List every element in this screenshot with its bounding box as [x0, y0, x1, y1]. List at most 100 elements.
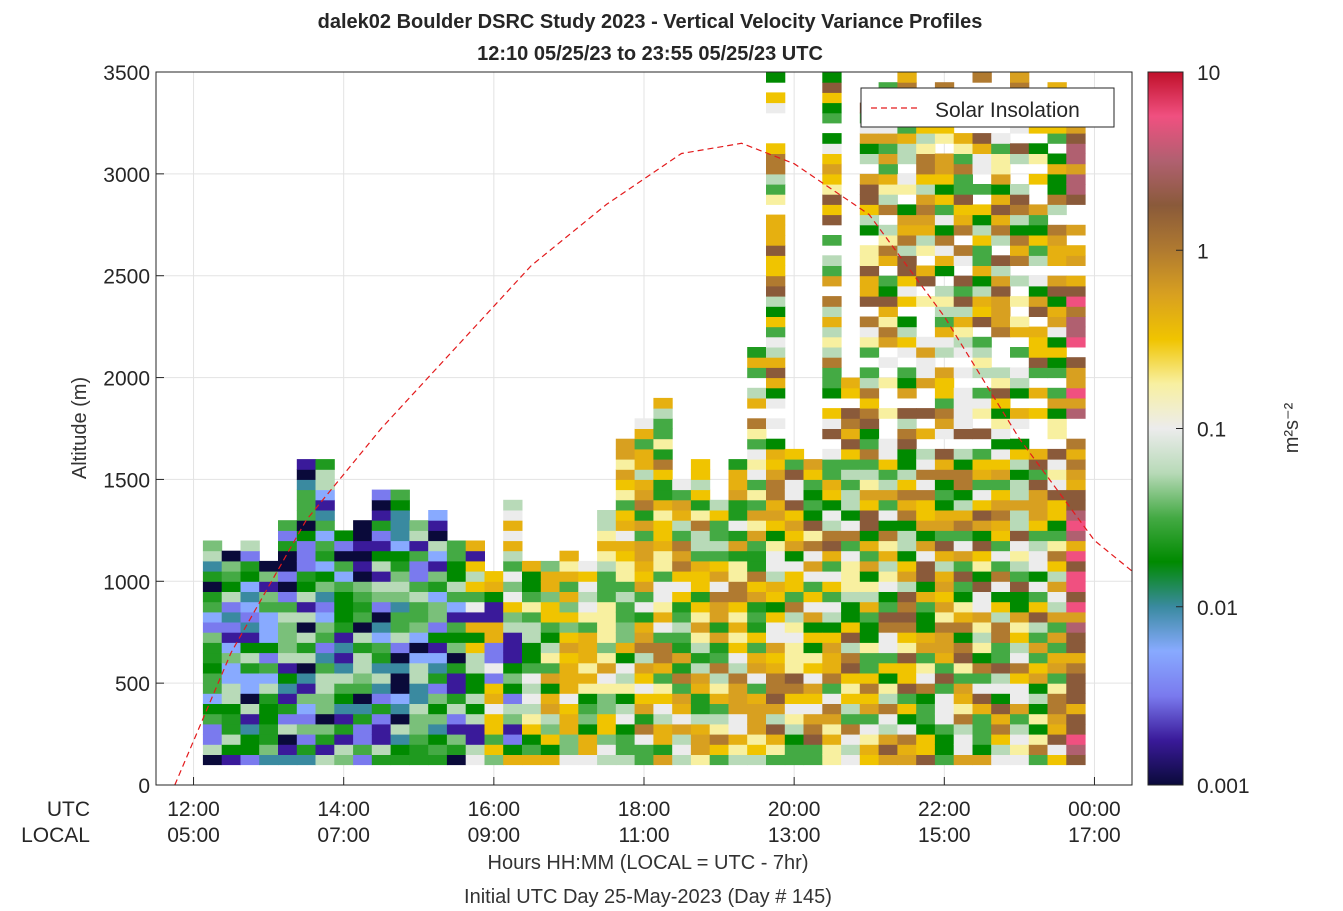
colorbar-tick-label: 10 — [1197, 62, 1220, 85]
heatmap-cell — [1010, 275, 1030, 287]
heatmap-cell — [953, 255, 973, 266]
heatmap-cell — [484, 601, 504, 613]
heatmap-cell — [972, 245, 992, 256]
heatmap-cell — [953, 285, 973, 297]
heatmap-cell — [916, 581, 936, 592]
heatmap-cell — [334, 530, 354, 542]
heatmap-cell — [540, 693, 561, 704]
heatmap-cell — [1028, 581, 1049, 592]
heatmap-cell — [822, 377, 842, 389]
heatmap-cell — [371, 530, 392, 542]
heatmap-cell — [953, 173, 973, 185]
x-tick-label-utc: 20:00 — [768, 798, 821, 821]
heatmap-cell — [916, 367, 936, 379]
heatmap-cell — [728, 499, 748, 511]
heatmap-cell — [296, 662, 317, 674]
heatmap-cell — [953, 214, 973, 226]
heatmap-cell — [1010, 520, 1030, 531]
heatmap-cell — [202, 662, 223, 674]
heatmap-cell — [634, 662, 654, 674]
heatmap-cell — [615, 642, 636, 654]
heatmap-cell — [972, 275, 992, 287]
heatmap-cell — [953, 133, 973, 144]
heatmap-cell — [597, 571, 617, 582]
heatmap-cell — [1066, 255, 1086, 266]
heatmap-cell — [766, 316, 786, 328]
heatmap-cell — [672, 510, 692, 521]
heatmap-cell — [1028, 143, 1049, 154]
heatmap-cell — [878, 550, 898, 562]
heatmap-cell — [615, 754, 636, 766]
heatmap-cell — [859, 683, 880, 694]
heatmap-cell — [1047, 296, 1067, 307]
heatmap-cell — [859, 122, 880, 134]
heatmap-cell — [766, 744, 786, 755]
heatmap-cell — [766, 520, 786, 531]
heatmap-cell — [615, 510, 636, 521]
heatmap-cell — [728, 683, 748, 694]
heatmap-cell — [540, 673, 561, 684]
heatmap-cell — [822, 591, 842, 603]
heatmap-cell — [240, 581, 260, 592]
heatmap-cell — [559, 703, 579, 715]
heatmap-cell — [897, 316, 917, 328]
heatmap-cell — [784, 673, 805, 684]
heatmap-cell — [484, 703, 504, 715]
heatmap-cell — [315, 734, 335, 745]
heatmap-cell — [897, 143, 917, 154]
heatmap-cell — [653, 479, 673, 491]
heatmap-cell — [878, 326, 898, 338]
heatmap-cell — [934, 224, 955, 236]
heatmap-cell — [578, 734, 598, 745]
heatmap-cell — [315, 693, 335, 704]
heatmap-cell — [1028, 662, 1049, 674]
heatmap-cell — [672, 642, 692, 654]
heatmap-cell — [672, 673, 692, 684]
heatmap-cell — [991, 652, 1011, 664]
heatmap-cell — [766, 754, 786, 766]
heatmap-cell — [503, 540, 523, 552]
heatmap-cell — [428, 530, 448, 542]
heatmap-cell — [784, 683, 805, 694]
heatmap-cell — [728, 713, 748, 725]
heatmap-cell — [859, 438, 880, 450]
heatmap-cell — [822, 662, 842, 674]
heatmap-cell — [540, 560, 561, 572]
heatmap-cell — [522, 703, 542, 715]
heatmap-cell — [766, 571, 786, 582]
heatmap-cell — [634, 581, 654, 592]
heatmap-cell — [484, 632, 504, 643]
heatmap-cell — [296, 499, 317, 511]
heatmap-cell — [953, 642, 973, 654]
heatmap-cell — [747, 347, 767, 358]
heatmap-cell — [991, 540, 1011, 552]
heatmap-cell — [709, 601, 729, 613]
heatmap-cell — [803, 479, 823, 491]
heatmap-cell — [822, 448, 842, 460]
x-tick-label-utc: 18:00 — [618, 798, 671, 821]
heatmap-cell — [221, 693, 241, 704]
heatmap-cell — [972, 560, 992, 572]
heatmap-cell — [766, 734, 786, 745]
heatmap-cell — [334, 754, 354, 766]
heatmap-cell — [615, 591, 636, 603]
heatmap-cell — [334, 632, 354, 643]
heatmap-cell — [446, 540, 467, 552]
heatmap-cell — [953, 673, 973, 684]
heatmap-cell — [615, 571, 636, 582]
heatmap-cell — [653, 438, 673, 450]
heatmap-cell — [1028, 408, 1049, 419]
heatmap-cell — [766, 173, 786, 185]
heatmap-cell — [353, 703, 373, 715]
heatmap-cell — [897, 153, 917, 165]
heatmap-cell — [1066, 744, 1086, 755]
heatmap-cell — [859, 489, 880, 501]
heatmap-cell — [1047, 744, 1067, 755]
heatmap-cell — [446, 713, 467, 725]
heatmap-cell — [897, 336, 917, 348]
heatmap-cell — [1010, 683, 1030, 694]
heatmap-cell — [747, 367, 767, 379]
heatmap-cell — [803, 571, 823, 582]
heatmap-cell — [916, 184, 936, 195]
heatmap-cell — [822, 622, 842, 633]
